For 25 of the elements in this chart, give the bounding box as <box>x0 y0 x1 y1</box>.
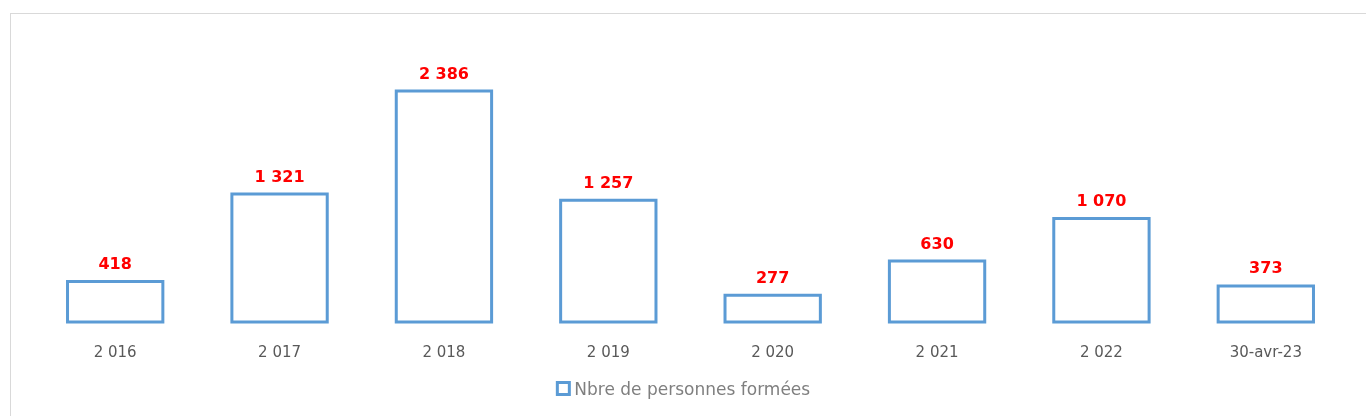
data-label: 1 321 <box>254 166 305 186</box>
bar <box>1216 284 1315 324</box>
data-label: 373 <box>1249 258 1283 278</box>
data-label: 1 257 <box>583 172 634 192</box>
data-label: 2 386 <box>418 63 469 83</box>
data-label: 418 <box>98 254 132 274</box>
x-tick-label: 2 018 <box>422 342 466 361</box>
data-label: 1 070 <box>1076 190 1127 210</box>
bar <box>559 198 658 324</box>
bar <box>66 280 165 324</box>
bar <box>1052 216 1151 324</box>
data-label: 277 <box>755 267 790 287</box>
legend-label: Nbre de personnes formées <box>574 378 811 399</box>
data-label: 630 <box>920 233 954 253</box>
bar <box>887 259 987 324</box>
bar <box>230 192 329 324</box>
x-tick-label: 2 019 <box>586 342 630 361</box>
bar <box>394 89 494 324</box>
x-tick-label: 2 017 <box>258 342 302 361</box>
x-tick-label: 2 020 <box>751 342 795 361</box>
x-tick-label: 2 022 <box>1079 342 1123 361</box>
bar <box>723 293 822 324</box>
x-tick-label: 2 016 <box>93 342 137 361</box>
x-tick-label: 2 021 <box>915 342 959 361</box>
x-tick-label: 30-avr-23 <box>1229 342 1302 361</box>
